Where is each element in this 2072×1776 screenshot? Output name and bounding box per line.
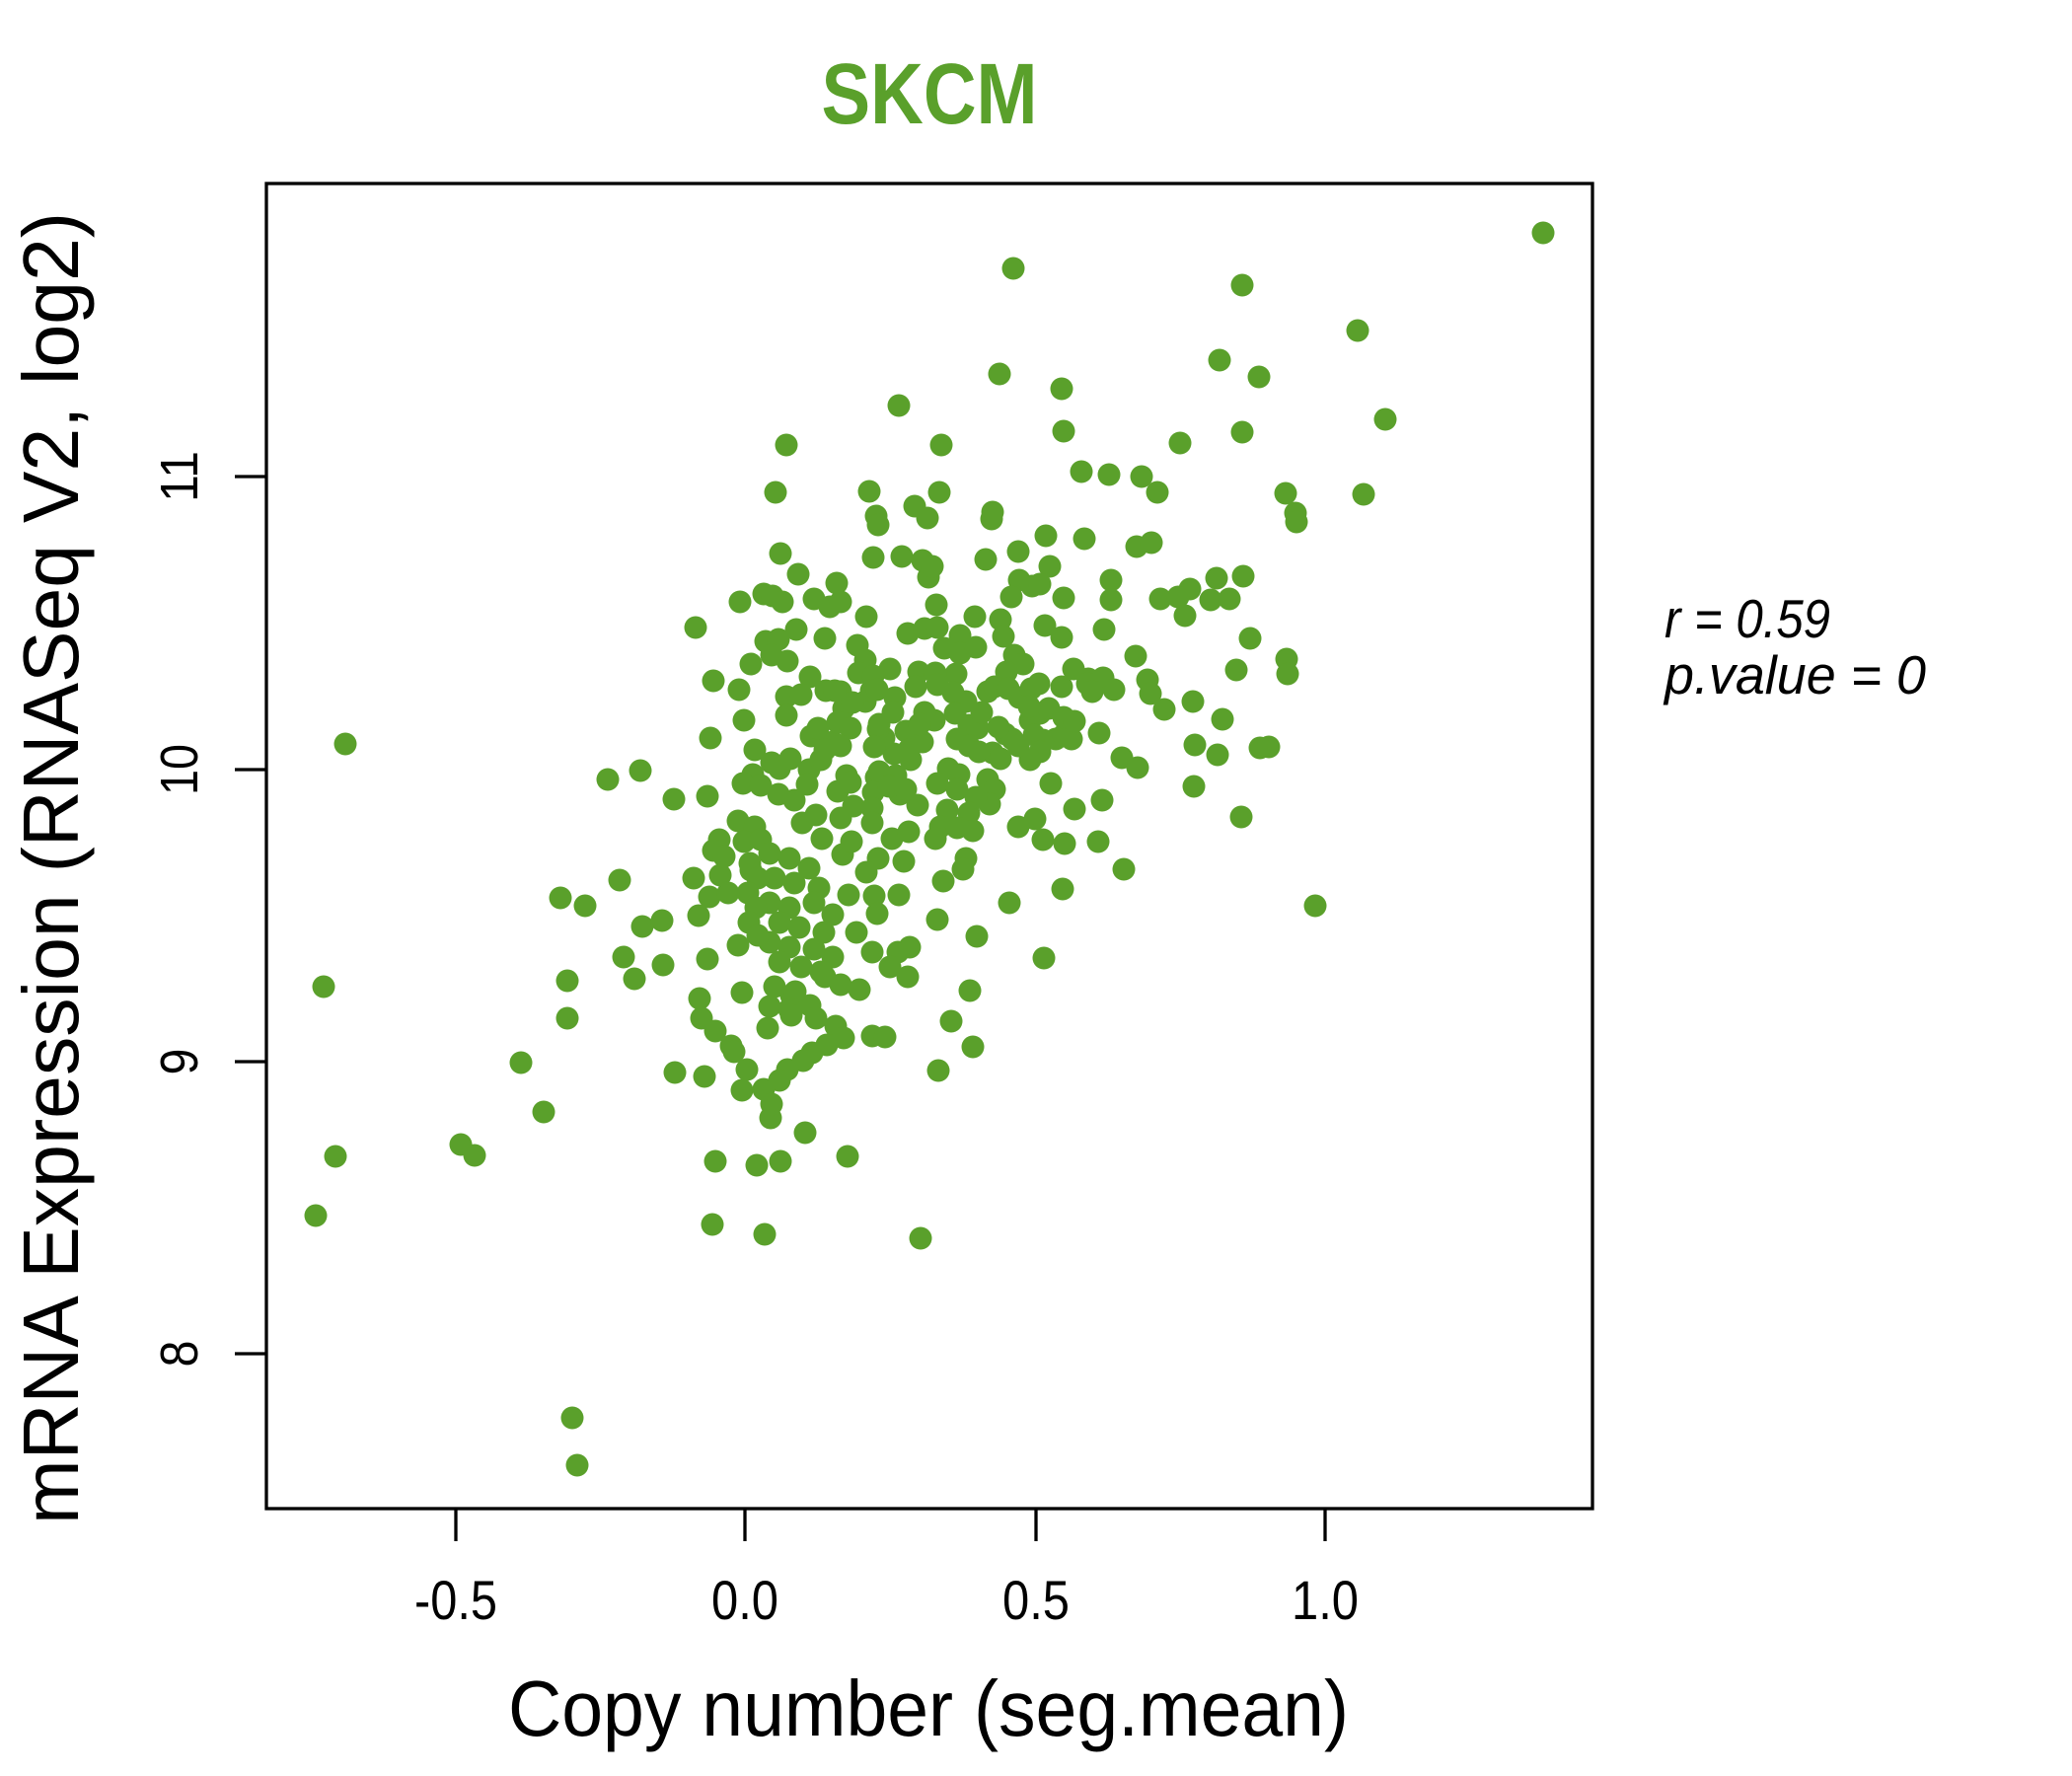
svg-text:0.5: 0.5 [1002,1569,1070,1631]
svg-text:-0.5: -0.5 [414,1569,497,1631]
svg-text:Copy number (seg.mean): Copy number (seg.mean) [508,1665,1349,1752]
svg-text:1.0: 1.0 [1292,1569,1359,1631]
svg-text:p.value = 0: p.value = 0 [1663,644,1926,705]
svg-text:r = 0.59: r = 0.59 [1665,588,1830,649]
svg-text:SKCM: SKCM [822,46,1038,142]
svg-text:9: 9 [150,1049,209,1075]
svg-text:10: 10 [150,744,209,795]
svg-text:11: 11 [150,451,209,502]
svg-text:8: 8 [150,1341,209,1368]
svg-text:mRNA Expression (RNASeq V2, lo: mRNA Expression (RNASeq V2, log2) [7,212,95,1524]
svg-text:0.0: 0.0 [711,1569,778,1631]
